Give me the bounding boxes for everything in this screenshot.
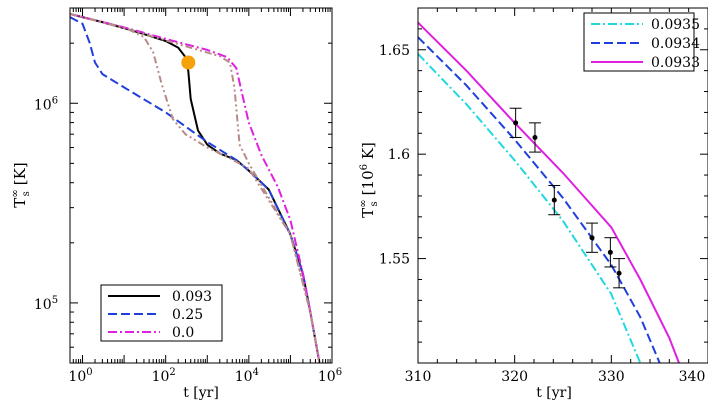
legend-label-0.0: 0.0: [172, 325, 194, 341]
left-y-label-unit: [K]: [11, 162, 29, 185]
right-legend: 0.0935 0.0934 0.0933: [583, 12, 700, 72]
left-y-tick-label-0: 105: [34, 295, 58, 313]
right-y-axis-label: T∞s [106 K]: [358, 142, 380, 218]
right-data-point-0: [509, 107, 522, 138]
right-plot-frame: [417, 7, 708, 364]
right-x-tick-label-1: 320: [501, 369, 528, 385]
left-series-group: [70, 13, 321, 363]
left-y-label-sup: ∞: [10, 189, 21, 197]
right-y-label-unit-pre: [10: [359, 170, 377, 195]
right-y-tick-label-0: 1.55: [379, 252, 410, 268]
right-x-tick-label-2: 330: [598, 369, 625, 385]
left-series-line-3: [70, 13, 321, 363]
left-panel: 100 102 104 106 105 106 t [yr] T∞s [K] 0.093 0…: [10, 7, 342, 401]
right-y-label-main: T: [359, 208, 377, 218]
right-x-tick-label-0: 310: [405, 369, 432, 385]
right-y-label-sub: s: [369, 201, 380, 206]
right-series-line-2: [418, 21, 680, 363]
left-series-line-2: [70, 13, 321, 363]
svg-text:T∞s[K]: T∞s [K]: [10, 162, 32, 207]
left-x-tick-label-0: 100: [68, 367, 92, 385]
legend-label-0.0935: 0.0935: [651, 17, 700, 33]
right-series-line-0: [418, 53, 642, 363]
right-panel: 310 320 330 340 1.55 1.6 1.65 t [yr] T∞s [106 K…: [358, 7, 708, 401]
right-data-point-2: [548, 185, 561, 216]
legend-label-0.093: 0.093: [172, 289, 212, 305]
left-y-axis-label: T∞s [K]: [10, 162, 32, 207]
left-ticks: [69, 7, 333, 364]
right-series-group: [418, 21, 680, 363]
legend-label-0.0934: 0.0934: [651, 36, 700, 52]
left-legend: 0.093 0.25 0.0: [100, 284, 223, 342]
right-data-point-5: [613, 258, 626, 289]
left-y-tick-label-1: 106: [34, 95, 58, 113]
right-ticks: [417, 7, 708, 364]
left-y-label-main: T: [11, 198, 29, 208]
left-series-line-1: [70, 16, 321, 363]
left-x-tick-label-1: 102: [152, 367, 176, 385]
left-tick-labels: 100 102 104 106 105 106: [34, 95, 342, 385]
right-y-tick-label-2: 1.65: [379, 43, 410, 59]
left-y-label-sub: s: [21, 191, 32, 196]
right-x-tick-label-3: 340: [679, 369, 706, 385]
right-y-label-unit-post: K]: [359, 142, 377, 164]
right-series-line-1: [418, 36, 661, 363]
right-tick-labels: 310 320 330 340 1.55 1.6 1.65: [379, 43, 706, 385]
left-x-tick-label-3: 106: [318, 367, 342, 385]
left-series-line-4: [70, 13, 321, 363]
right-data-point-4: [604, 237, 617, 268]
legend-label-0.0933: 0.0933: [651, 55, 700, 71]
right-data-point-1: [528, 122, 541, 153]
right-data-point-3: [586, 222, 598, 253]
right-y-tick-label-1: 1.6: [388, 147, 410, 163]
right-y-label-sup: ∞: [358, 199, 369, 207]
right-y-label-unit-exp: 6: [359, 164, 370, 170]
left-x-tick-label-2: 104: [235, 367, 259, 385]
right-x-axis-label: t [yr]: [536, 385, 572, 401]
svg-text:T∞s[106 K]: T∞s [106 K]: [358, 142, 380, 218]
left-highlight-marker: [181, 55, 196, 70]
left-x-axis-label: t [yr]: [183, 385, 219, 401]
legend-label-0.25: 0.25: [172, 307, 203, 323]
